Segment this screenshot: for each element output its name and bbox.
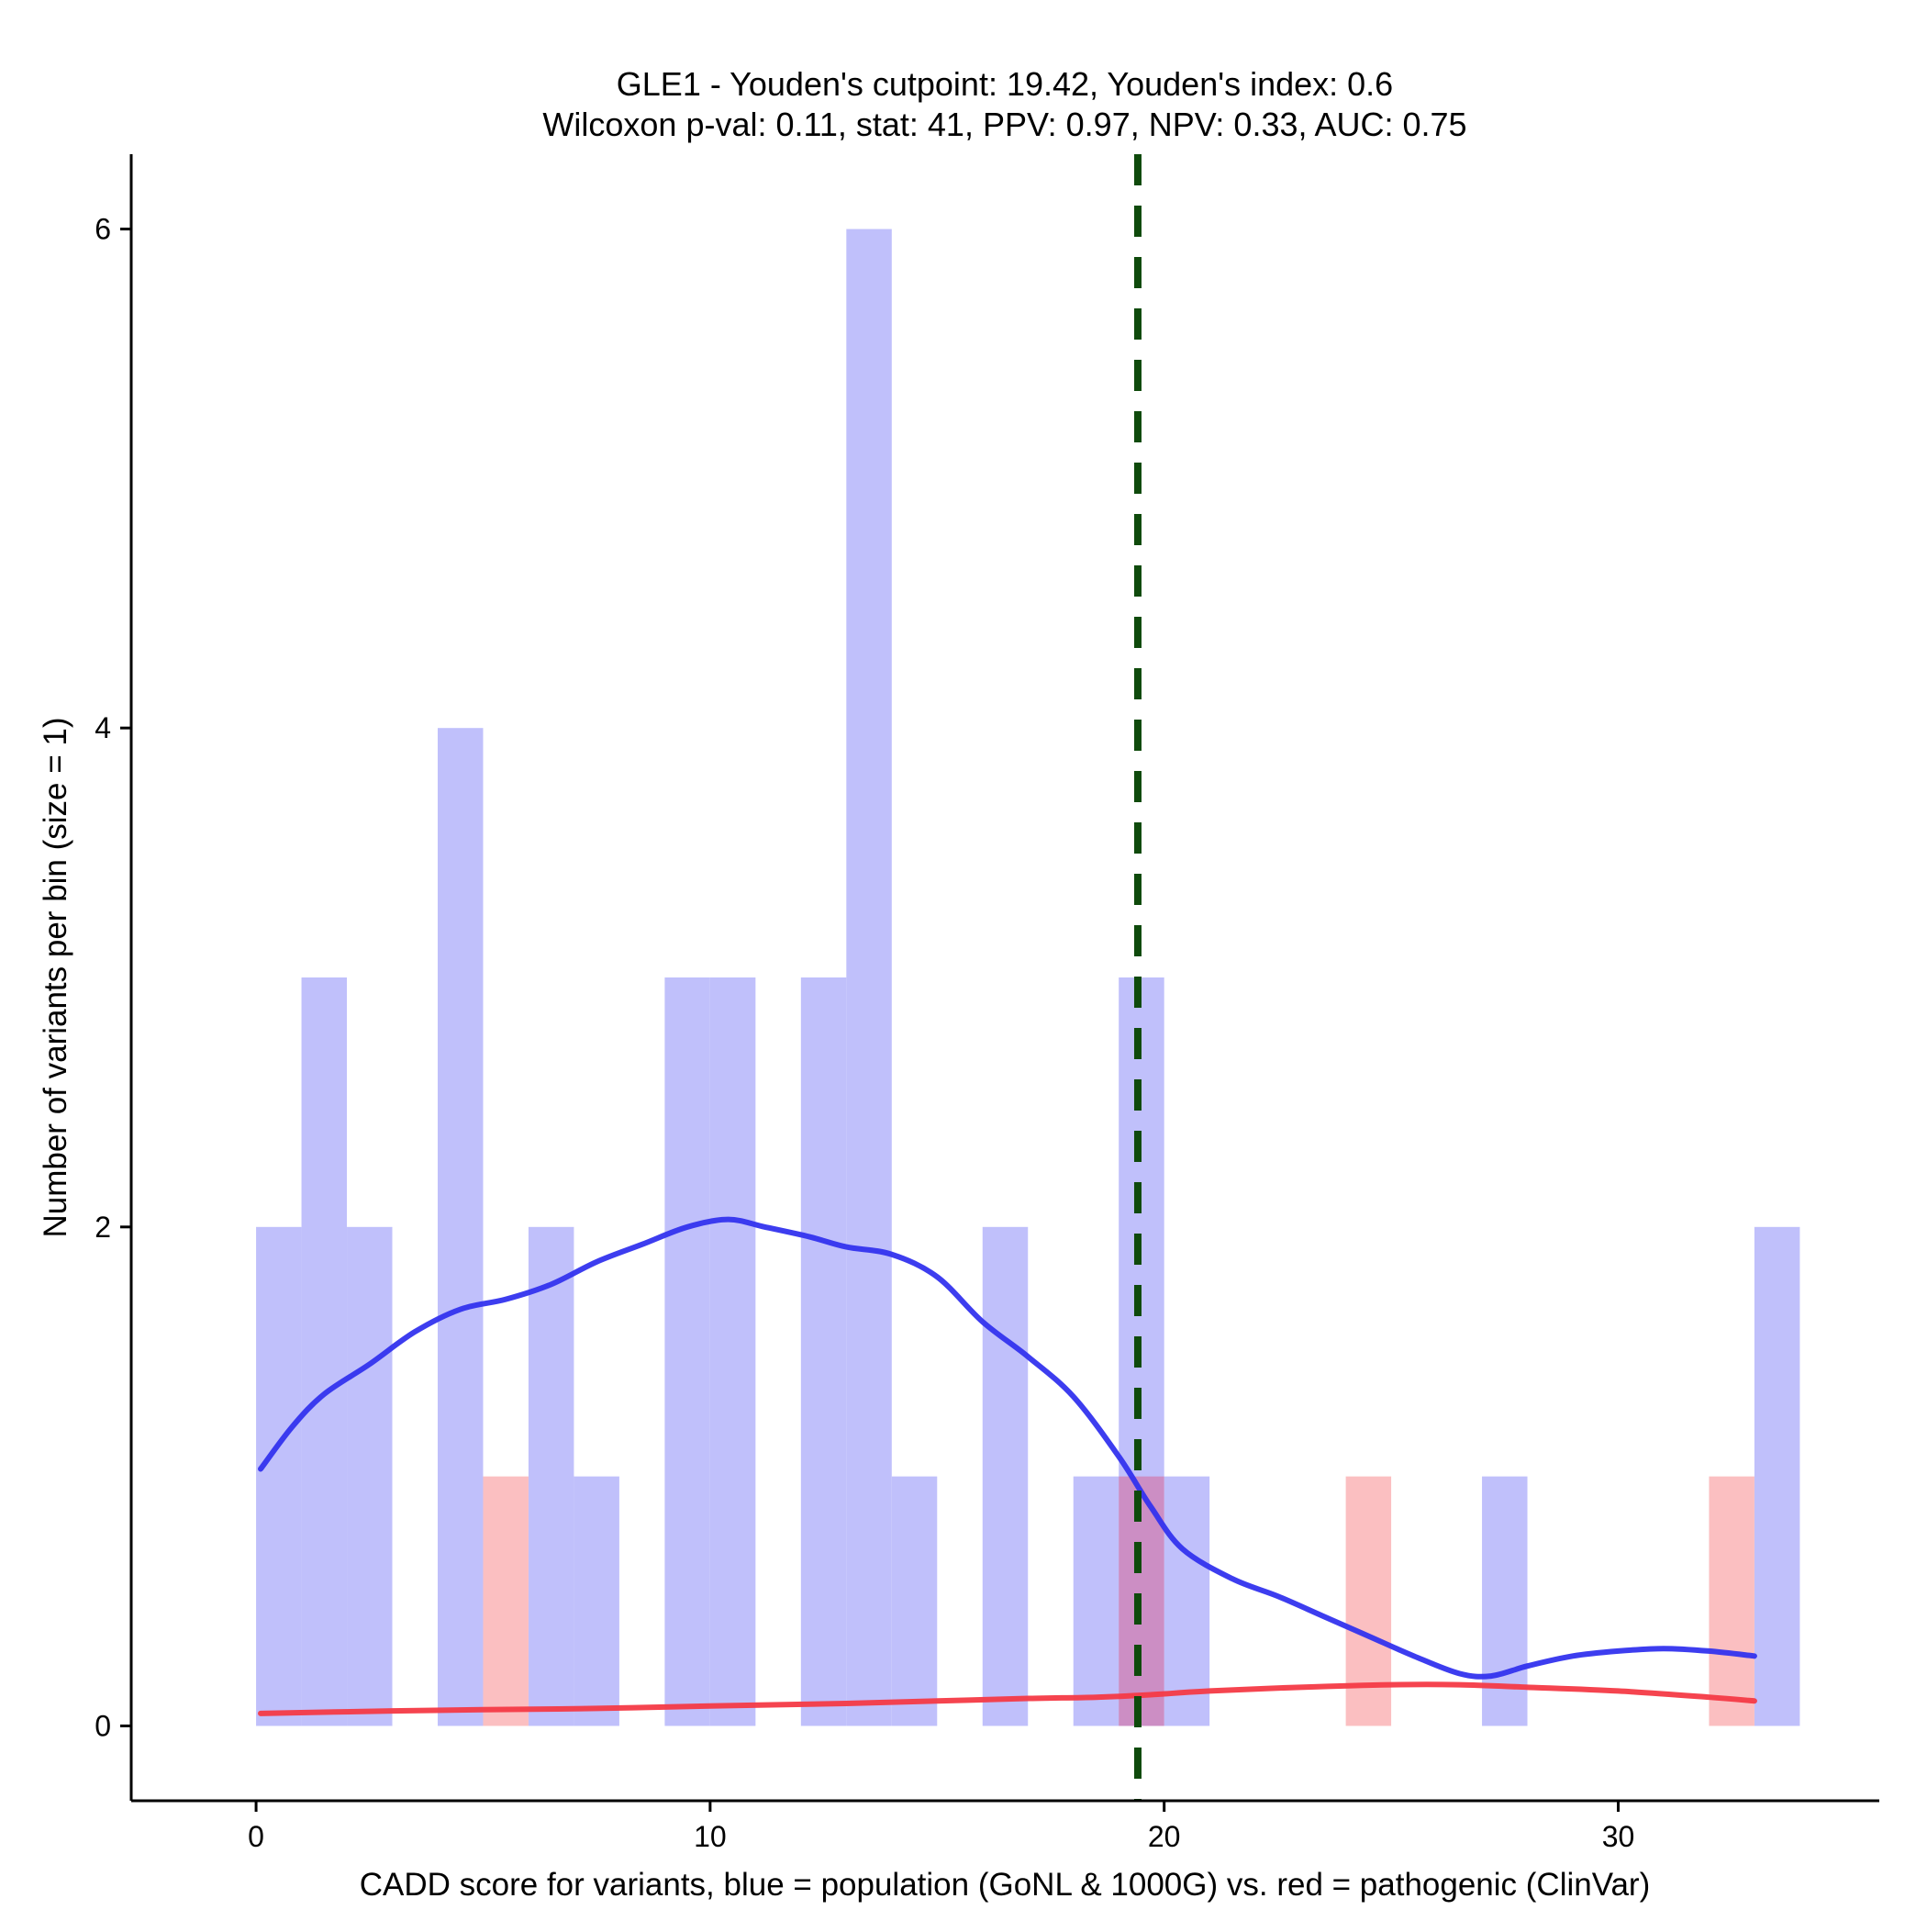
x-tick-label-0: 0 (248, 1820, 264, 1853)
x-tick-label-3: 30 (1602, 1820, 1635, 1853)
population-bar-16 (1754, 1226, 1800, 1726)
population-bar-12 (1073, 1476, 1119, 1726)
pathogenic-bar-2 (1345, 1476, 1392, 1726)
y-tick-label-0: 0 (95, 1709, 111, 1742)
y-tick-label-2: 4 (95, 711, 111, 744)
pathogenic-bar-0 (483, 1476, 529, 1726)
ticks-layer: 0 10 20 30 0 2 4 6 (95, 213, 1634, 1853)
x-tick-label-1: 10 (694, 1820, 727, 1853)
population-bar-1 (301, 977, 348, 1726)
chart-title-line-1: GLE1 - Youden's cutpoint: 19.42, Youden'… (617, 65, 1393, 103)
y-axis-title: Number of variants per bin (size = 1) (38, 717, 73, 1237)
chart-title-line-2: Wilcoxon p-val: 0.11, stat: 41, PPV: 0.9… (542, 106, 1466, 143)
population-bar-14 (1164, 1476, 1210, 1726)
population-bar-9 (846, 229, 892, 1726)
pathogenic-bar-3 (1709, 1476, 1754, 1726)
y-tick-label-1: 2 (95, 1211, 111, 1244)
population-bar-10 (891, 1476, 938, 1726)
population-bar-3 (437, 728, 484, 1726)
pathogenic-density-line (258, 1681, 1757, 1716)
density-lines-layer (258, 1216, 1757, 1716)
population-bar-11 (982, 1226, 1029, 1726)
population-density-line (258, 1216, 1757, 1680)
population-bar-6 (664, 977, 710, 1726)
axes-layer (129, 154, 1879, 1803)
x-axis-title: CADD score for variants, blue = populati… (360, 1867, 1651, 1903)
population-bar-0 (256, 1226, 302, 1726)
population-bar-4 (528, 1226, 574, 1726)
population-bar-7 (709, 977, 756, 1726)
y-tick-label-3: 6 (95, 213, 111, 246)
population-bar-5 (574, 1476, 619, 1726)
population-bar-2 (347, 1226, 393, 1726)
population-bar-8 (800, 977, 847, 1726)
x-tick-label-2: 20 (1148, 1820, 1181, 1853)
bars-layer (256, 229, 1800, 1726)
